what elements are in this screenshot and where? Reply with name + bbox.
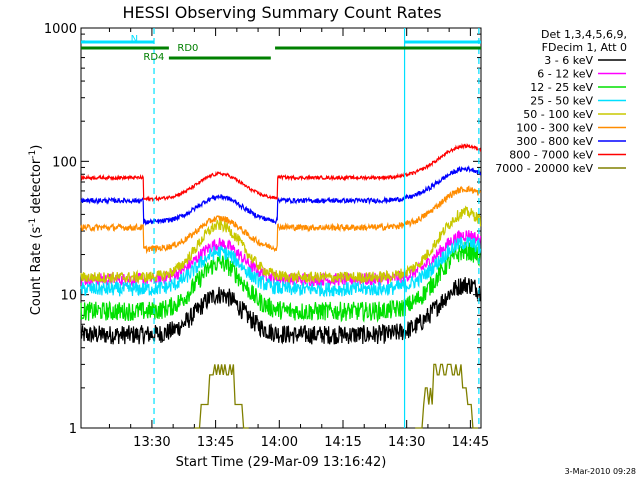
x-tick-label: 14:00	[261, 435, 298, 450]
legend-label-7: 800 - 7000 keV	[509, 149, 593, 162]
y-tick-label: 10	[60, 289, 77, 304]
series-line-olive-1	[415, 363, 478, 429]
legend-label-8: 7000 - 20000 keV	[495, 162, 593, 175]
y-tick-label: 1	[69, 422, 77, 437]
series-line-7	[80, 143, 482, 202]
y-axis-label: Count Rate (s-1 detector-1)	[28, 145, 44, 316]
legend-label-6: 300 - 800 keV	[516, 135, 593, 148]
legend-label-5: 100 - 300 keV	[516, 122, 593, 135]
series-line-0	[80, 277, 481, 345]
series-line-4	[80, 205, 482, 285]
legend-label-4: 50 - 100 keV	[523, 108, 593, 121]
x-axis-label: Start Time (29-Mar-09 13:16:42)	[176, 455, 387, 470]
legend-label-0: 3 - 6 keV	[544, 54, 593, 67]
legend-header: Det 1,3,4,5,6,9,	[541, 28, 627, 41]
series-line-5	[80, 185, 482, 255]
series-line-6	[80, 165, 482, 227]
x-tick-label: 13:45	[197, 435, 234, 450]
plot-frame	[80, 27, 482, 429]
legend-header: FDecim 1, Att 0	[542, 41, 627, 54]
rd4-flag-label: RD4	[143, 52, 164, 63]
plot-area: 1 10 100 1000 13:30 13:45 14:00 14:15 14:30 14:45…	[44, 22, 489, 450]
x-tick-label: 14:45	[452, 435, 489, 450]
night-flag-label: N	[131, 34, 138, 45]
legend: Det 1,3,4,5,6,9,FDecim 1, Att 03 - 6 keV…	[495, 28, 627, 175]
legend-label-3: 25 - 50 keV	[530, 95, 593, 108]
series-line-3	[80, 236, 482, 298]
legend-label-2: 12 - 25 keV	[530, 81, 593, 94]
x-tick-label: 14:15	[324, 435, 361, 450]
series-line-olive-0	[194, 364, 249, 429]
footer-date: 3-Mar-2010 09:28	[565, 467, 636, 476]
chart-title: HESSI Observing Summary Count Rates	[122, 3, 441, 22]
series-line-2	[80, 241, 482, 323]
x-tick-label: 13:30	[133, 435, 170, 450]
x-tick-label: 14:30	[388, 435, 425, 450]
rd0-flag-label: RD0	[177, 43, 198, 54]
legend-label-1: 6 - 12 keV	[537, 68, 593, 81]
y-tick-label: 1000	[44, 22, 77, 37]
y-tick-label: 100	[52, 155, 77, 170]
